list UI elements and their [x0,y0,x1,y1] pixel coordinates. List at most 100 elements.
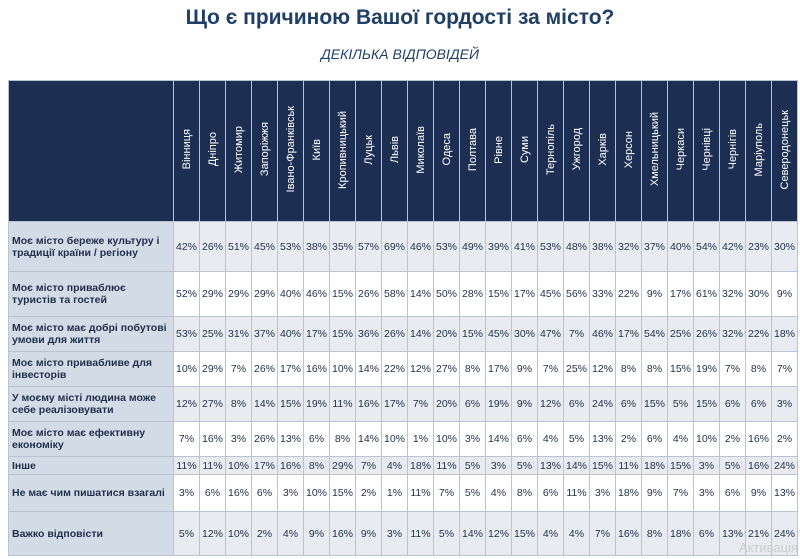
cell: 8% [225,386,252,422]
header-row: Вінниця Дніпро Житомир Запоріжжя Івано-Франк… [8,80,798,222]
column-header: Суми [511,80,538,222]
row-label: Моє місто має ефективну економіку [8,421,174,457]
cell: 57% [355,221,382,272]
column-header: Харків [589,80,616,222]
cell: 15% [641,386,668,422]
cell: 25% [199,316,226,352]
cell: 7% [407,386,434,422]
table-row: Моє місто має добрі побутові умови для ж… [8,316,798,352]
cell: 24% [589,386,616,422]
column-label: Миколаїв [414,125,427,174]
cell: 26% [251,351,278,387]
title: Що є причиною Вашої гордості за місто? [185,6,615,29]
cell: 17% [251,456,278,475]
cell: 51% [225,221,252,272]
cell: 14% [407,316,434,352]
cell: 22% [381,351,408,387]
column-label: Вінниця [180,129,193,170]
cell: 9% [771,271,798,317]
cell: 18% [641,456,668,475]
cell: 15% [667,351,694,387]
cell: 3% [771,386,798,422]
row-label: Інше [8,456,174,475]
cell: 18% [667,511,694,556]
corner-cell [8,80,174,222]
cell: 7% [225,351,252,387]
cell: 42% [173,221,200,272]
cell: 22% [745,316,772,352]
column-label: Чернівці [700,128,713,171]
column-header: Чернігів [719,80,746,222]
column-header: Рівне [485,80,512,222]
cell: 15% [693,386,720,422]
row-label: Не має чим пишатися взагалі [8,474,174,512]
cell: 25% [563,351,590,387]
data-table: Вінниця Дніпро Житомир Запоріжжя Івано-Франк… [8,80,798,556]
cell: 58% [381,271,408,317]
cell: 33% [589,271,616,317]
column-label: Рівне [492,135,505,164]
cell: 3% [225,421,252,457]
cell: 6% [615,386,642,422]
cell: 61% [693,271,720,317]
cell: 37% [641,221,668,272]
cell: 26% [199,221,226,272]
cell: 1% [381,474,408,512]
column-header: Дніпро [199,80,226,222]
cell: 8% [641,351,668,387]
cell: 10% [173,351,200,387]
cell: 17% [615,316,642,352]
cell: 38% [589,221,616,272]
cell: 15% [667,456,694,475]
cell: 4% [485,474,512,512]
column-header: Одеса [433,80,460,222]
cell: 23% [745,221,772,272]
table-row: Моє місто має ефективну економіку 7% 16% 3%… [8,421,798,457]
table-row: Важко відповісти 5% 12% 10% 2% 4% 9% 16% 9% 3% 11%… [8,511,798,556]
row-label: У моєму місті людина може себе реалізову… [8,386,174,422]
cell: 5% [459,456,486,475]
cell: 17% [511,271,538,317]
cell: 5% [511,456,538,475]
cell: 4% [381,456,408,475]
cell: 8% [303,456,330,475]
cell: 10% [433,421,460,457]
cell: 53% [173,316,200,352]
column-label: Київ [310,138,323,161]
cell: 6% [511,421,538,457]
cell: 45% [537,271,564,317]
cell: 20% [433,386,460,422]
cell: 49% [459,221,486,272]
cell: 2% [355,474,382,512]
subtitle: ДЕКІЛЬКА ВІДПОВІДЕЙ [320,46,480,62]
row-label: Моє місто приваблює туристів та гостей [8,271,174,317]
cell: 18% [771,316,798,352]
cell: 26% [251,421,278,457]
cell: 15% [485,271,512,317]
cell: 3% [693,456,720,475]
cell: 9% [303,511,330,556]
cell: 7% [433,474,460,512]
column-label: Ужгород [570,128,583,171]
column-label: Хмельницький [648,112,661,187]
cell: 8% [745,351,772,387]
column-header: Херсон [615,80,642,222]
cell: 5% [173,511,200,556]
cell: 29% [199,271,226,317]
cell: 7% [563,316,590,352]
column-label: Херсон [622,130,635,169]
cell: 29% [225,271,252,317]
column-label: Дніпро [206,132,219,167]
cell: 22% [615,271,642,317]
column-label: Кропивницький [336,110,349,189]
cell: 15% [589,456,616,475]
cell: 14% [355,351,382,387]
cell: 16% [303,351,330,387]
cell: 6% [693,511,720,556]
table-row: Інше 11% 11% 10% 17% 16% 8% 29% 7% 4% 18% 11% 5% 3% 5%… [8,456,798,475]
cell: 40% [277,316,304,352]
cell: 9% [641,271,668,317]
cell: 15% [459,316,486,352]
cell: 5% [459,474,486,512]
cell: 45% [485,316,512,352]
